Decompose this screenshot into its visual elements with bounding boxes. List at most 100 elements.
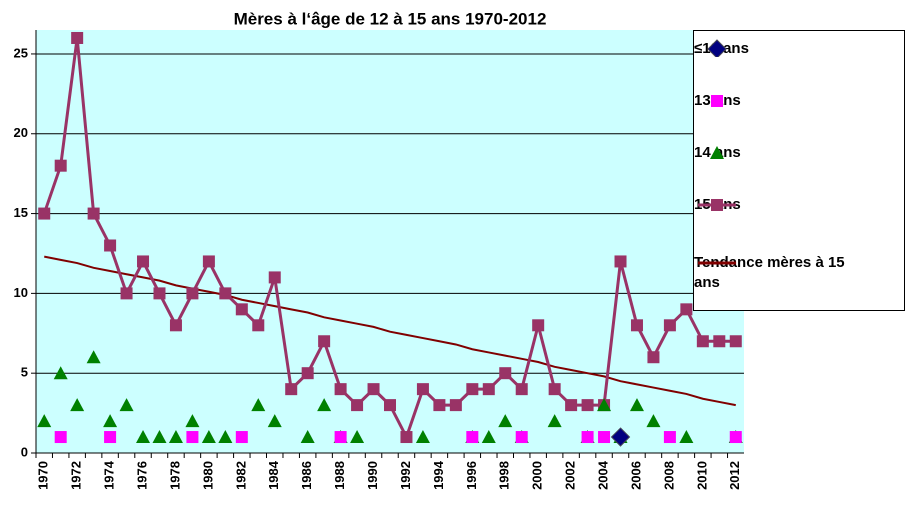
- legend: ≤12 ans 13 ans 14 ans 15 ans Tendance mères …: [693, 30, 905, 311]
- point: [317, 398, 332, 412]
- point: [630, 319, 643, 332]
- x-tick-label: 1974: [102, 460, 117, 490]
- point: [449, 399, 462, 412]
- point: [663, 319, 676, 332]
- point: [384, 399, 396, 412]
- point: [515, 431, 528, 444]
- x-tick-label: 1976: [134, 461, 149, 490]
- point: [86, 350, 101, 364]
- point: [267, 414, 282, 428]
- x-tick-label: 1978: [167, 461, 182, 490]
- point: [153, 287, 166, 300]
- x-tick-label: 1994: [431, 460, 446, 490]
- x-tick-label: 2010: [694, 461, 709, 490]
- point: [87, 207, 100, 220]
- point: [300, 430, 315, 444]
- point: [581, 431, 594, 444]
- point: [71, 31, 84, 44]
- point: [119, 398, 134, 412]
- point: [351, 399, 364, 412]
- point: [597, 398, 612, 412]
- point: [252, 319, 265, 332]
- point: [729, 335, 742, 348]
- point: [168, 430, 183, 444]
- point: [481, 430, 496, 444]
- point: [268, 271, 281, 284]
- point: [679, 430, 694, 444]
- y-tick-label: 20: [14, 125, 28, 140]
- legend-symbol: [707, 39, 727, 57]
- point: [680, 303, 693, 316]
- y-tick-label: 5: [21, 365, 28, 380]
- point: [219, 287, 232, 300]
- point: [186, 431, 199, 444]
- x-tick-label: 2006: [628, 461, 643, 490]
- point: [515, 383, 528, 396]
- x-tick-label: 1986: [299, 461, 314, 490]
- point: [415, 430, 430, 444]
- point: [120, 287, 133, 300]
- plot-area: [36, 30, 744, 453]
- point: [713, 335, 726, 348]
- series-line: [44, 255, 736, 407]
- point: [301, 367, 314, 380]
- point: [433, 399, 446, 412]
- point: [186, 287, 199, 300]
- point: [629, 398, 644, 412]
- point: [37, 414, 52, 428]
- y-tick-label: 25: [14, 45, 28, 60]
- x-tick-label: 1984: [266, 460, 281, 490]
- x-tick-label: 2004: [595, 460, 610, 490]
- chart-title: Mères à l‘âge de 12 à 15 ans 1970-2012: [234, 9, 547, 28]
- point: [466, 431, 479, 444]
- x-tick-label: 1998: [497, 461, 512, 490]
- point: [38, 207, 51, 220]
- legend-label: Tendance mères à 15 ans: [694, 254, 845, 291]
- point: [400, 431, 413, 444]
- legend-item: 13 ans: [694, 91, 904, 111]
- point: [696, 335, 709, 348]
- point: [235, 303, 248, 316]
- point: [334, 431, 347, 444]
- point: [201, 430, 216, 444]
- y-tick-label: 15: [14, 205, 28, 220]
- x-tick-label: 1980: [200, 461, 215, 490]
- point: [548, 383, 561, 396]
- point: [646, 414, 661, 428]
- point: [547, 414, 562, 428]
- x-tick-label: 1970: [36, 461, 51, 490]
- point: [185, 414, 200, 428]
- point: [499, 367, 512, 380]
- point: [350, 430, 365, 444]
- point: [251, 398, 266, 412]
- x-tick-label: 1996: [464, 461, 479, 490]
- point: [202, 255, 215, 268]
- point: [647, 351, 660, 364]
- point: [285, 383, 298, 396]
- marker: [711, 95, 723, 107]
- point: [54, 431, 67, 444]
- point: [581, 399, 594, 412]
- x-tick-label: 1988: [332, 461, 347, 490]
- point: [367, 383, 380, 396]
- point: [318, 335, 331, 348]
- point: [152, 430, 167, 444]
- x-tick-label: 2002: [563, 461, 578, 490]
- legend-symbol: [710, 146, 724, 159]
- legend-item: Tendance mères à 15 ans: [694, 253, 904, 293]
- x-tick-label: 1990: [365, 461, 380, 490]
- point: [498, 414, 513, 428]
- marker: [711, 199, 723, 211]
- legend-symbol: [698, 199, 736, 211]
- point: [598, 431, 611, 444]
- x-tick-label: 1982: [233, 461, 248, 490]
- point: [610, 427, 631, 447]
- x-tick-label: 2008: [661, 461, 676, 490]
- point: [466, 383, 479, 396]
- point: [663, 431, 676, 444]
- point: [104, 431, 117, 444]
- point: [532, 319, 545, 332]
- x-tick-label: 2000: [530, 461, 545, 490]
